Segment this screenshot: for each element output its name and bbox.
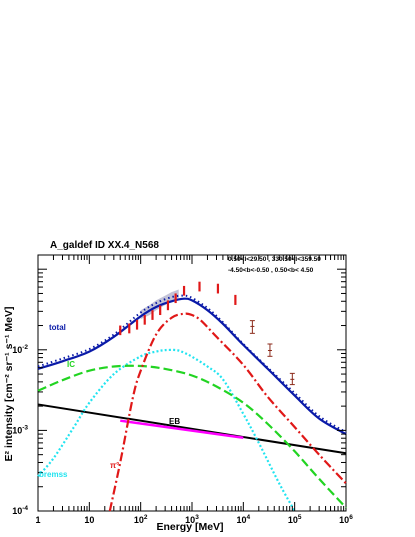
y-tick-exponent: -2 <box>22 344 28 351</box>
plot-frame <box>37 254 347 512</box>
region-line-1: 0.50<l<29.50 , 330.50<l<359.50 <box>228 256 321 263</box>
eb-highlight-segment <box>120 419 244 440</box>
x-tick-exponent: 3 <box>195 514 199 521</box>
series-lines <box>37 294 347 512</box>
eb-line <box>37 403 347 455</box>
data-points <box>119 281 295 386</box>
y-tick-exponent: -4 <box>22 505 28 512</box>
x-axis-label: Energy [MeV] <box>156 521 223 533</box>
x-tick-exponent: 6 <box>349 514 353 521</box>
y-tick-label: 10-3 <box>12 424 28 435</box>
total-label: total <box>49 323 66 332</box>
x-tick-base: 10 <box>185 515 195 525</box>
x-tick-exponent: 5 <box>298 514 302 521</box>
bremss-line <box>37 348 296 512</box>
x-tick-label: 1 <box>35 515 40 525</box>
x-tick-base: 10 <box>134 515 144 525</box>
x-tick-label: 105 <box>288 514 302 525</box>
pi0-label: π° <box>110 461 119 470</box>
ic-label: IC <box>67 360 75 369</box>
x-tick-base: 10 <box>84 515 94 525</box>
x-tick-exponent: 4 <box>247 514 251 521</box>
y-tick-exponent: -3 <box>22 424 28 431</box>
x-tick-label: 106 <box>339 514 353 525</box>
plot-area-border <box>37 254 347 512</box>
y-tick-base: 10 <box>12 506 22 516</box>
y-tick-label: 10-2 <box>12 344 28 355</box>
x-tick-base: 10 <box>339 515 349 525</box>
pi0-line <box>108 312 347 512</box>
x-tick-label: 10 <box>84 515 94 525</box>
total-model-dotted-line <box>37 294 347 434</box>
x-tick-label: 103 <box>185 514 199 525</box>
total-line <box>37 297 347 436</box>
chart-title: A_galdef ID XX.4_N568 <box>50 240 159 251</box>
y-tick-base: 10 <box>12 425 22 435</box>
bremss-label: bremss <box>39 470 68 479</box>
y-tick-base: 10 <box>12 345 22 355</box>
y-tick-label: 10-4 <box>12 505 28 516</box>
x-tick-exponent: 2 <box>144 514 148 521</box>
region-line-2: -4.50<b<-0.50 , 0.50<b< 4.50 <box>228 267 314 274</box>
x-tick-base: 1 <box>35 515 40 525</box>
x-tick-label: 104 <box>237 514 251 525</box>
ic-line <box>37 364 347 509</box>
y-axis-label: E² intensity [cm⁻² sr⁻¹ s⁻¹ MeV] <box>3 307 15 462</box>
eb-label: EB <box>169 417 180 426</box>
x-tick-base: 10 <box>237 515 247 525</box>
x-tick-label: 102 <box>134 514 148 525</box>
x-tick-base: 10 <box>288 515 298 525</box>
